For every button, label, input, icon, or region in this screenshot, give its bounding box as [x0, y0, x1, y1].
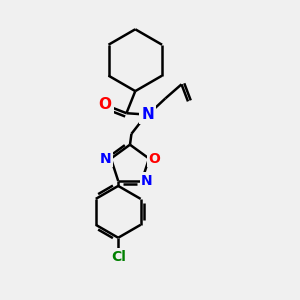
Text: O: O [148, 152, 160, 166]
Text: N: N [141, 107, 154, 122]
Text: N: N [141, 174, 153, 188]
Text: O: O [99, 98, 112, 112]
Text: Cl: Cl [111, 250, 126, 264]
Text: N: N [100, 152, 111, 166]
